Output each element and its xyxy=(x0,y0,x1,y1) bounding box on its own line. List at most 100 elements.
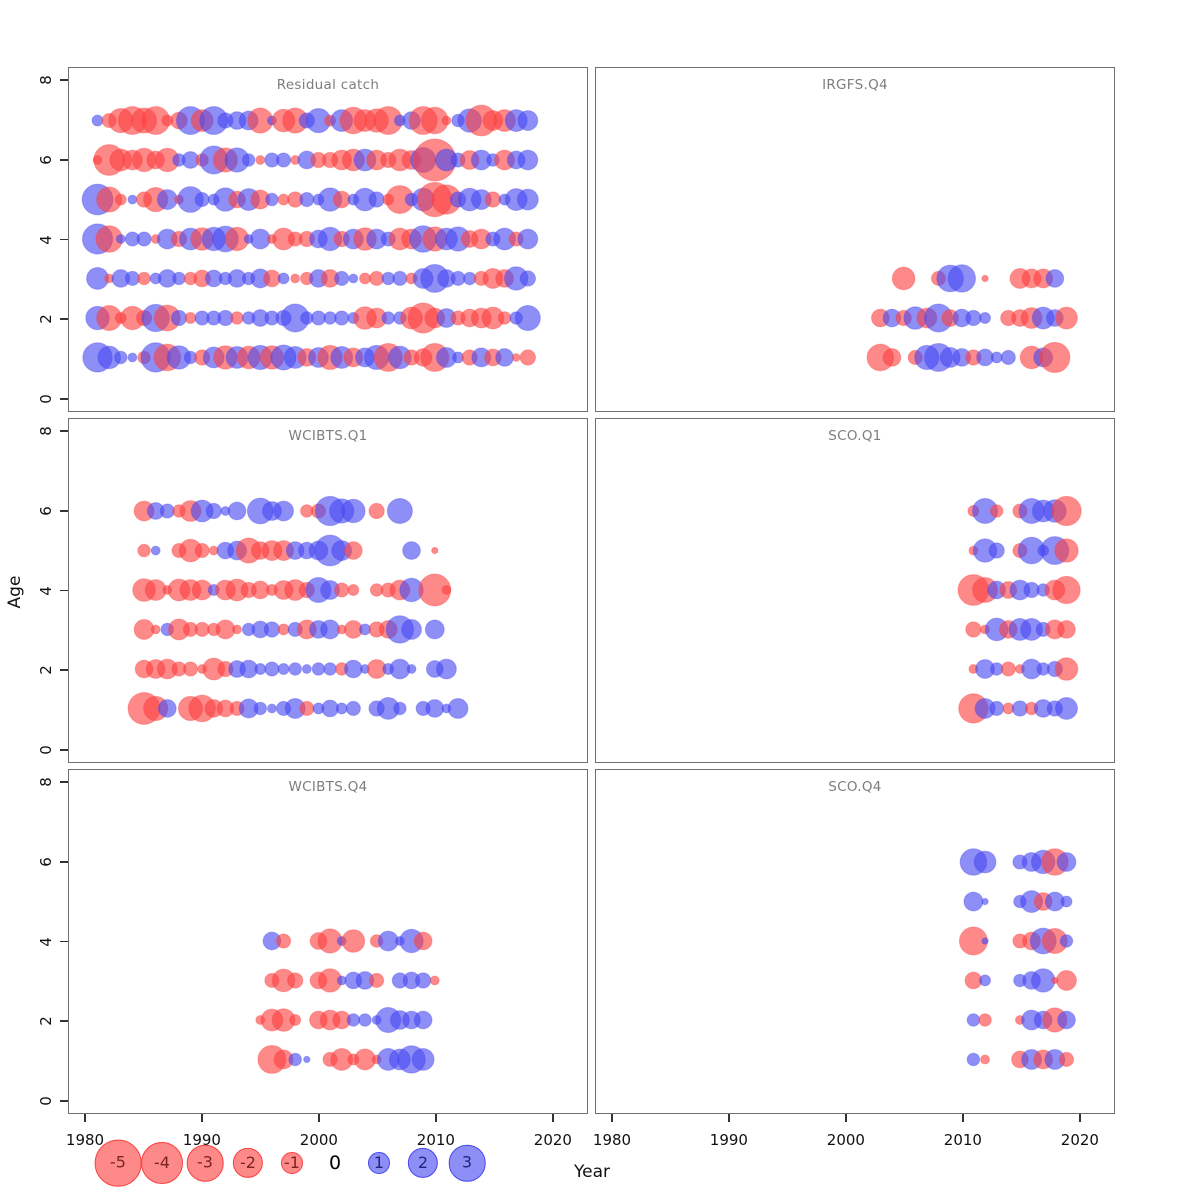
bubble xyxy=(973,850,997,874)
bubble xyxy=(965,309,982,327)
bubble xyxy=(358,1013,372,1027)
x-tick-label: 1980 xyxy=(65,1131,105,1149)
bubble xyxy=(441,585,452,595)
bubble xyxy=(264,661,280,677)
legend-circle: -4 xyxy=(141,1142,183,1184)
x-tick xyxy=(318,1114,320,1122)
x-tick xyxy=(962,1114,964,1122)
bubble xyxy=(965,621,982,638)
x-tick-label: 2020 xyxy=(1060,1131,1099,1149)
panel-sco-q4-bubbles xyxy=(958,848,1077,1070)
legend-circle: -2 xyxy=(232,1147,264,1179)
legend-circle: -3 xyxy=(186,1144,224,1182)
bubble xyxy=(182,661,199,677)
panel-residual-catch: Residual catch xyxy=(68,67,588,412)
bubble xyxy=(194,192,210,208)
bubble xyxy=(194,543,210,559)
panel-irgfs-q4: IRGFS.Q4 xyxy=(595,67,1115,412)
bubble xyxy=(1055,306,1078,330)
bubble xyxy=(1051,495,1082,527)
panel-residual-catch-bubbles xyxy=(81,104,541,373)
bubble xyxy=(311,662,326,676)
bubble xyxy=(320,619,341,640)
y-tick xyxy=(60,861,68,863)
bubble xyxy=(516,188,539,211)
bubble xyxy=(341,498,366,524)
bubble xyxy=(348,273,359,284)
bubble xyxy=(255,155,266,165)
y-tick xyxy=(60,510,68,512)
bubble xyxy=(341,929,366,953)
x-tick-label: 1990 xyxy=(182,1131,221,1149)
bubble xyxy=(484,191,502,208)
bubble xyxy=(1059,934,1074,948)
bubble xyxy=(127,352,138,363)
bubble xyxy=(401,619,422,640)
bubble xyxy=(277,623,290,636)
x-tick-label: 1990 xyxy=(709,1131,748,1149)
bubble xyxy=(227,501,247,521)
bubble xyxy=(966,1052,981,1067)
bubble xyxy=(136,231,152,247)
bubble xyxy=(981,274,989,283)
bubble xyxy=(413,931,433,951)
bubble xyxy=(1000,349,1016,365)
bubble xyxy=(517,149,539,171)
y-tick-label: 2 xyxy=(37,1016,55,1026)
bubble xyxy=(411,1048,435,1071)
bubble xyxy=(402,541,421,560)
bubble xyxy=(288,1052,302,1067)
bubble xyxy=(1000,661,1016,677)
bubble xyxy=(241,153,256,167)
bubble xyxy=(114,350,128,365)
y-tick-label: 4 xyxy=(37,234,55,245)
bubble xyxy=(299,192,315,208)
y-tick-label: 0 xyxy=(37,1096,55,1106)
panel-wcibts-q4: WCIBTS.Q4 xyxy=(68,769,588,1114)
bubble xyxy=(882,348,902,367)
panel-sco-q4: SCO.Q4 xyxy=(595,769,1115,1114)
y-tick-label: 8 xyxy=(37,75,55,85)
bubble xyxy=(981,897,989,906)
bubble xyxy=(266,703,277,714)
y-tick-label: 2 xyxy=(37,665,55,675)
panel-title-wcibts-q1: WCIBTS.Q1 xyxy=(288,428,368,444)
bubble xyxy=(299,700,315,716)
bubble xyxy=(381,311,396,325)
bubble xyxy=(368,191,385,208)
bubble xyxy=(275,152,292,168)
bubble xyxy=(368,502,385,520)
y-tick-label: 4 xyxy=(37,585,55,596)
y-tick xyxy=(60,749,68,751)
bubble xyxy=(497,311,512,325)
y-tick-label: 4 xyxy=(37,936,55,947)
y-tick xyxy=(60,318,68,320)
panel-title-sco-q4: SCO.Q4 xyxy=(828,779,882,795)
bubble xyxy=(392,270,408,286)
x-tick xyxy=(435,1114,437,1122)
bubble xyxy=(990,351,1003,364)
bubble xyxy=(988,542,1005,559)
bubble xyxy=(334,582,350,598)
x-tick xyxy=(728,1114,730,1122)
bubble xyxy=(277,272,290,285)
bubble xyxy=(345,700,361,716)
bubble xyxy=(1057,620,1076,639)
bubble xyxy=(1060,895,1073,908)
panel-title-residual-catch: Residual catch xyxy=(276,77,380,93)
bubble xyxy=(1039,341,1071,374)
bubble xyxy=(514,305,541,331)
y-tick xyxy=(60,1020,68,1022)
bubble xyxy=(1054,657,1079,681)
y-tick-label: 8 xyxy=(37,426,55,436)
bubble xyxy=(386,498,413,524)
bubble xyxy=(1056,852,1077,872)
bubble xyxy=(335,702,348,715)
x-tick xyxy=(552,1114,554,1122)
bubble xyxy=(441,115,452,126)
y-tick-label: 0 xyxy=(37,745,55,755)
bubble xyxy=(137,271,151,286)
bubble xyxy=(414,972,432,989)
y-tick xyxy=(60,669,68,671)
bubble xyxy=(301,664,312,674)
